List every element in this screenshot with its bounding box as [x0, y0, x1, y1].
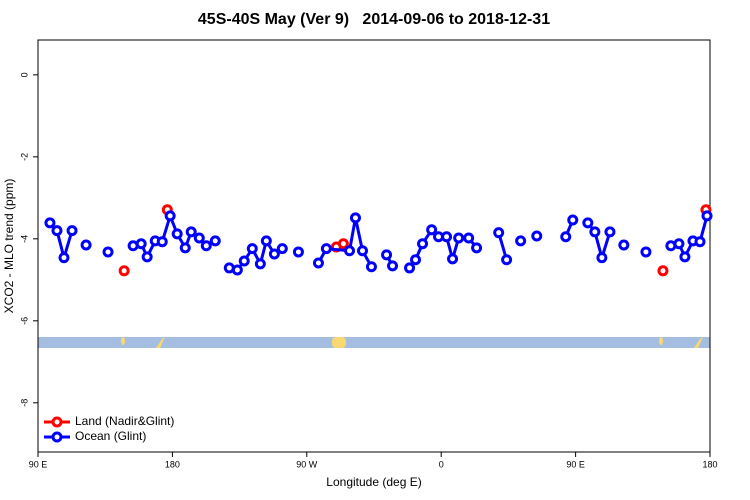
x-tick-label: 90 E [29, 459, 48, 469]
point [640, 246, 652, 258]
point [560, 231, 572, 243]
point [231, 264, 243, 276]
point [463, 232, 475, 244]
point [135, 238, 147, 250]
series [44, 210, 713, 276]
y-tick-label: 0 [19, 72, 29, 77]
point [51, 225, 63, 237]
point [349, 212, 361, 224]
point [260, 235, 272, 247]
point [387, 260, 399, 272]
point [171, 228, 183, 240]
point [238, 255, 250, 267]
legend-label: Land (Nadir&Glint) [75, 414, 174, 428]
point [80, 239, 92, 251]
point [357, 245, 369, 257]
y-axis-title: XCO2 - MLO trend (ppm) [2, 179, 16, 314]
point [320, 243, 332, 255]
point [471, 242, 483, 254]
point [404, 262, 416, 274]
x-tick-label: 90 W [296, 459, 318, 469]
point [493, 227, 505, 239]
point [426, 224, 438, 236]
legend-marker [51, 431, 63, 443]
point [501, 254, 513, 266]
point [365, 261, 377, 273]
point [381, 249, 393, 261]
land-mask-strip [38, 337, 710, 348]
point [58, 252, 70, 264]
point [292, 246, 304, 258]
legend-label: Ocean (Glint) [75, 429, 146, 443]
plot-frame [37, 39, 711, 453]
legend-marker [51, 416, 63, 428]
point [515, 235, 527, 247]
point [66, 225, 78, 237]
point [185, 226, 197, 238]
point [344, 245, 356, 257]
point [701, 210, 713, 222]
point [453, 232, 465, 244]
y-tick-label: -8 [19, 399, 29, 407]
x-tick-label: 180 [165, 459, 180, 469]
point [567, 214, 579, 226]
point [582, 217, 594, 229]
x-axis-title: Longitude (deg E) [326, 475, 421, 489]
point [604, 226, 616, 238]
point [673, 238, 685, 250]
point [102, 246, 114, 258]
x-tick-label: 90 E [566, 459, 585, 469]
point [694, 236, 706, 248]
point [276, 243, 288, 255]
point [268, 248, 280, 260]
point [118, 265, 130, 277]
y-tick-label: -2 [19, 153, 29, 161]
point [589, 226, 601, 238]
point [657, 265, 669, 277]
point [156, 236, 168, 248]
y-tick-label: -6 [19, 317, 29, 325]
point [679, 251, 691, 263]
point [441, 231, 453, 243]
point [337, 238, 349, 250]
point [531, 230, 543, 242]
point [193, 232, 205, 244]
x-tick-label: 180 [702, 459, 717, 469]
x-tick-label: 0 [439, 459, 444, 469]
point [141, 251, 153, 263]
point [164, 210, 176, 222]
point [254, 258, 266, 270]
point [447, 253, 459, 265]
point [417, 238, 429, 250]
point [410, 254, 422, 266]
y-tick-label: -4 [19, 235, 29, 243]
chart-title: 45S-40S May (Ver 9) 2014-09-06 to 2018-1… [198, 11, 550, 28]
point [200, 240, 212, 252]
point [596, 252, 608, 264]
point [179, 242, 191, 254]
point [246, 243, 258, 255]
point [618, 239, 630, 251]
point [312, 257, 324, 269]
point [44, 217, 56, 229]
point [209, 235, 221, 247]
